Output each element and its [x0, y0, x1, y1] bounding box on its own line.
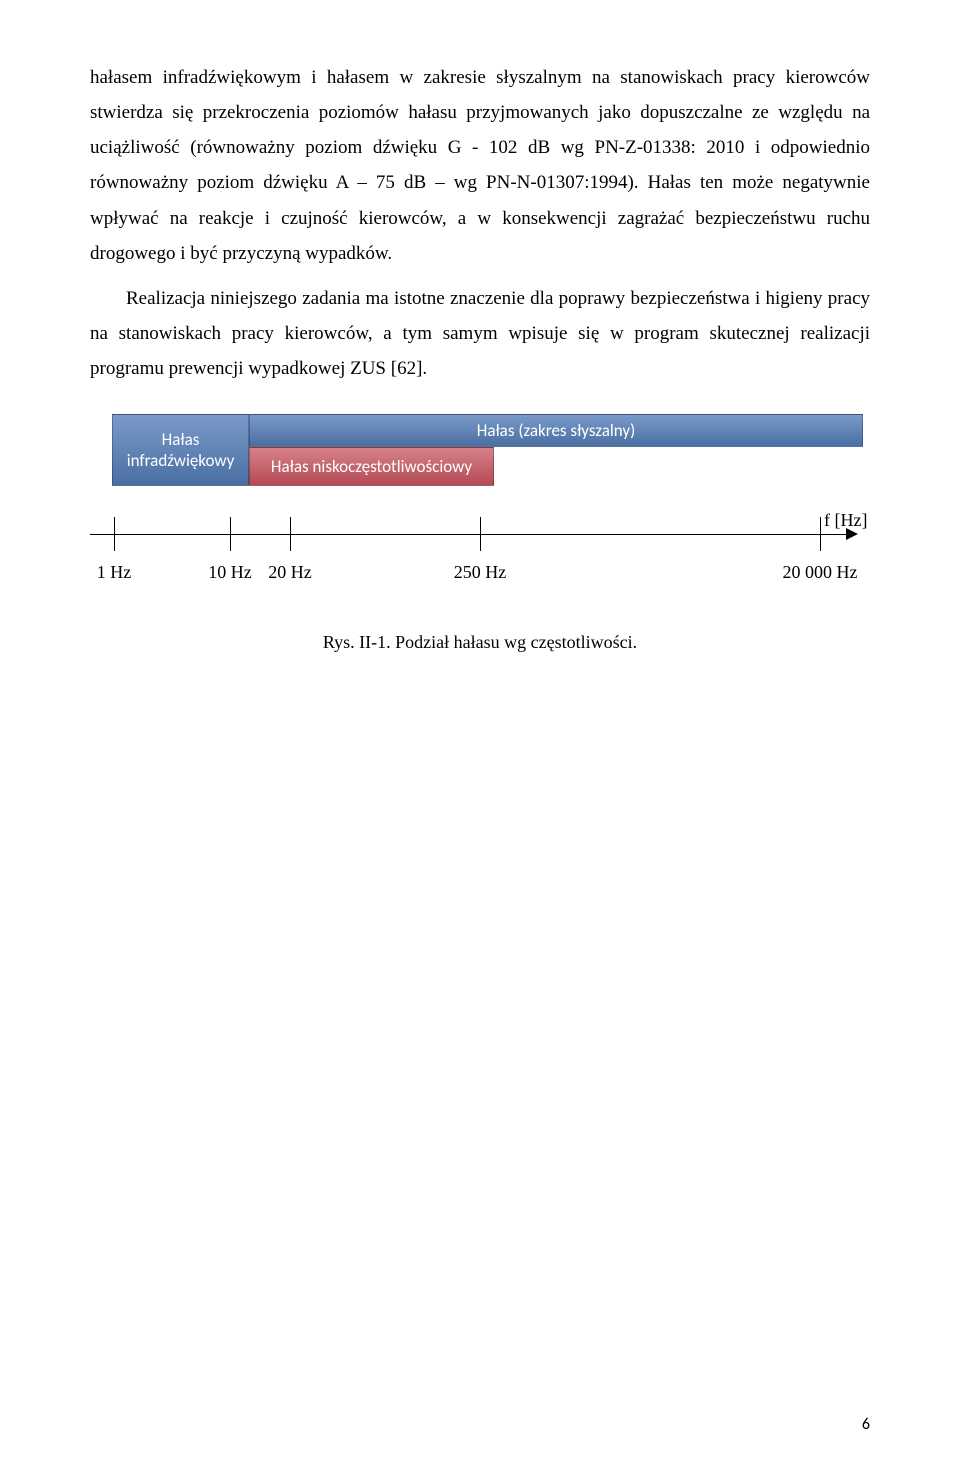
box-audible-label: Hałas (zakres słyszalny) — [477, 420, 636, 441]
tick-2-label: 10 Hz — [208, 562, 252, 583]
tick-3-mark — [290, 517, 291, 551]
frequency-diagram: Hałas infradźwiękowy Hałas (zakres słysz… — [90, 414, 870, 604]
figure-caption: Rys. II-1. Podział hałasu wg częstotliwo… — [90, 632, 870, 653]
axis-unit-label: f [Hz] — [824, 510, 867, 531]
tick-4-label: 250 Hz — [454, 562, 507, 583]
tick-1-label: 1 Hz — [97, 562, 132, 583]
box-audible: Hałas (zakres słyszalny) — [249, 414, 863, 447]
tick-5-label: 20 000 Hz — [783, 562, 858, 583]
box-lowfreq-label: Hałas niskoczęstotliwościowy — [271, 456, 472, 477]
tick-1-mark — [114, 517, 115, 551]
tick-4-mark — [480, 517, 481, 551]
page-number: 6 — [862, 1415, 870, 1434]
tick-3-label: 20 Hz — [268, 562, 312, 583]
box-infrasound-label-1: Hałas — [162, 429, 200, 450]
paragraph-2: Realizacja niniejszego zadania ma istotn… — [90, 281, 870, 386]
tick-5-mark — [820, 517, 821, 551]
box-infrasound-label-2: infradźwiękowy — [127, 450, 235, 471]
paragraph-1: hałasem infradźwiękowym i hałasem w zakr… — [90, 60, 870, 271]
axis-line — [90, 534, 846, 535]
box-infrasound: Hałas infradźwiękowy — [112, 414, 249, 486]
diagram-wrap: Hałas infradźwiękowy Hałas (zakres słysz… — [90, 414, 870, 653]
box-lowfreq: Hałas niskoczęstotliwościowy — [249, 447, 494, 486]
page: hałasem infradźwiękowym i hałasem w zakr… — [0, 0, 960, 1460]
tick-2-mark — [230, 517, 231, 551]
